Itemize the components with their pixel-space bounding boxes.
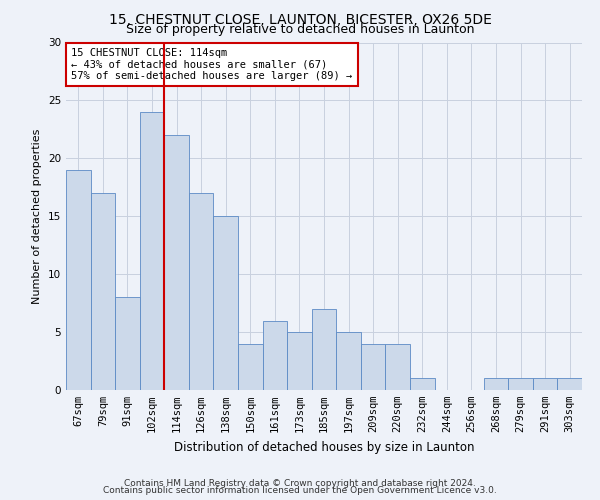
Text: Size of property relative to detached houses in Launton: Size of property relative to detached ho… (126, 22, 474, 36)
X-axis label: Distribution of detached houses by size in Launton: Distribution of detached houses by size … (174, 440, 474, 454)
Bar (66, 170, 91, 390)
Text: Contains public sector information licensed under the Open Government Licence v3: Contains public sector information licen… (103, 486, 497, 495)
Bar (336, 332, 361, 390)
Bar (91, 193, 115, 390)
Bar (140, 112, 164, 390)
Text: 15 CHESTNUT CLOSE: 114sqm
← 43% of detached houses are smaller (67)
57% of semi-: 15 CHESTNUT CLOSE: 114sqm ← 43% of detac… (71, 48, 352, 81)
Bar (287, 332, 312, 390)
Bar (361, 344, 385, 390)
Bar (385, 344, 410, 390)
Bar (557, 378, 582, 390)
Bar (189, 193, 214, 390)
Bar (238, 344, 263, 390)
Bar (484, 378, 508, 390)
Bar (410, 378, 434, 390)
Bar (263, 320, 287, 390)
Bar (533, 378, 557, 390)
Bar (115, 298, 140, 390)
Y-axis label: Number of detached properties: Number of detached properties (32, 128, 43, 304)
Bar (508, 378, 533, 390)
Bar (164, 135, 189, 390)
Bar (214, 216, 238, 390)
Text: Contains HM Land Registry data © Crown copyright and database right 2024.: Contains HM Land Registry data © Crown c… (124, 478, 476, 488)
Text: 15, CHESTNUT CLOSE, LAUNTON, BICESTER, OX26 5DE: 15, CHESTNUT CLOSE, LAUNTON, BICESTER, O… (109, 12, 491, 26)
Bar (312, 309, 336, 390)
